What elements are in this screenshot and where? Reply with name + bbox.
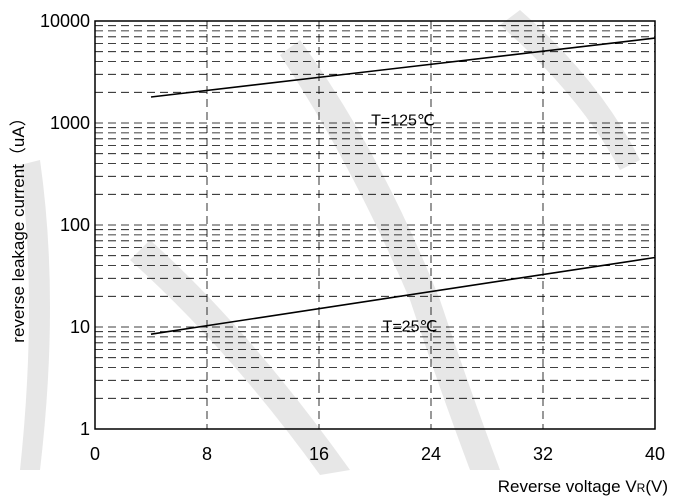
x-axis-label: Reverse voltage VR(V): [498, 477, 668, 496]
annotations: T=125℃ T=25℃: [371, 112, 437, 335]
x-tick-label-5: 40: [645, 444, 665, 464]
series-annotation-1: T=25℃: [383, 319, 438, 336]
x-axis-label-sub: R: [637, 481, 646, 495]
y-tick-label-1: 10: [70, 317, 90, 337]
y-tick-label-4: 10000: [40, 11, 90, 31]
x-axis-label-unit: (V): [645, 477, 668, 496]
tick-labels: 0 8 16 24 32 40 1 10 100 1000 10000: [40, 11, 665, 464]
x-tick-label-1: 8: [202, 444, 212, 464]
watermark: [20, 10, 640, 475]
series-line-0: [150, 37, 656, 98]
x-tick-label-2: 16: [309, 444, 329, 464]
y-axis-label: reverse leakage current（uA）: [9, 109, 28, 342]
y-tick-label-2: 100: [60, 215, 90, 235]
series-lines: [150, 37, 656, 335]
series-annotation-0: T=125℃: [371, 112, 435, 129]
x-tick-label-0: 0: [90, 444, 100, 464]
x-tick-label-3: 24: [421, 444, 441, 464]
grid-lines: [95, 21, 655, 429]
plot-frame: [94, 20, 656, 430]
x-tick-label-4: 32: [533, 444, 553, 464]
series-line-1: [150, 256, 656, 335]
y-tick-label-0: 1: [80, 419, 90, 439]
x-axis-label-main: Reverse voltage V: [498, 477, 638, 496]
y-tick-label-3: 1000: [50, 113, 90, 133]
